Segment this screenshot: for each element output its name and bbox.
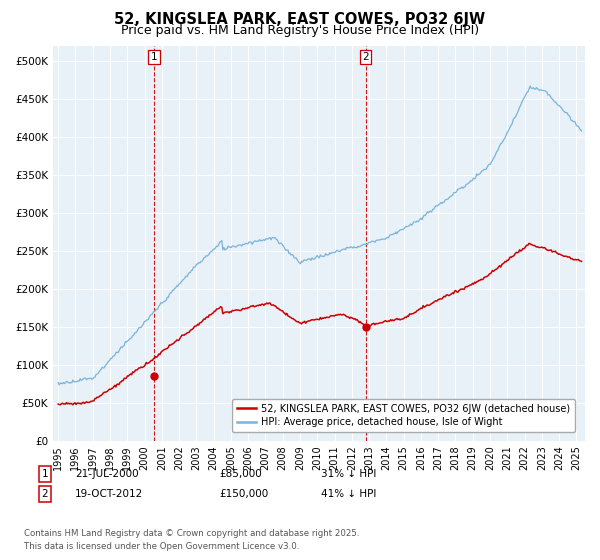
Text: 1: 1 <box>41 469 49 479</box>
Text: £150,000: £150,000 <box>219 489 268 499</box>
Text: 41% ↓ HPI: 41% ↓ HPI <box>321 489 376 499</box>
Text: £85,000: £85,000 <box>219 469 262 479</box>
Text: Contains HM Land Registry data © Crown copyright and database right 2025.
This d: Contains HM Land Registry data © Crown c… <box>24 529 359 550</box>
Text: 52, KINGSLEA PARK, EAST COWES, PO32 6JW: 52, KINGSLEA PARK, EAST COWES, PO32 6JW <box>115 12 485 27</box>
Text: 1: 1 <box>151 52 157 62</box>
Text: Price paid vs. HM Land Registry's House Price Index (HPI): Price paid vs. HM Land Registry's House … <box>121 24 479 36</box>
Text: 21-JUL-2000: 21-JUL-2000 <box>75 469 139 479</box>
Legend: 52, KINGSLEA PARK, EAST COWES, PO32 6JW (detached house), HPI: Average price, de: 52, KINGSLEA PARK, EAST COWES, PO32 6JW … <box>232 399 575 432</box>
Text: 2: 2 <box>41 489 49 499</box>
Text: 2: 2 <box>362 52 369 62</box>
Text: 19-OCT-2012: 19-OCT-2012 <box>75 489 143 499</box>
Text: 31% ↓ HPI: 31% ↓ HPI <box>321 469 376 479</box>
